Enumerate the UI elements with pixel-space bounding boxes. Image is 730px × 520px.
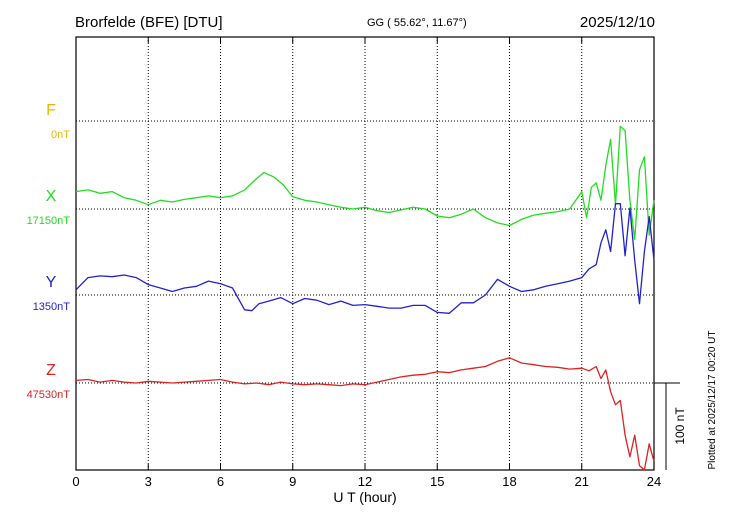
series-name-z: Z: [46, 362, 56, 379]
series-baseline-z: 47530nT: [27, 389, 71, 401]
geographic-coords: GG ( 55.62°, 11.67°): [367, 17, 467, 29]
x-tick-label: 18: [502, 474, 516, 489]
plot-date: 2025/12/10: [580, 14, 655, 31]
x-tick-label: 24: [647, 474, 661, 489]
x-tick-label: 0: [72, 474, 79, 489]
x-tick-label: 6: [217, 474, 224, 489]
series-line-y: [75, 203, 655, 314]
series-line-x: [75, 125, 655, 241]
x-tick-label: 9: [289, 474, 296, 489]
x-axis-ticks: 0 3 6 9 12 15 18 21 24: [72, 37, 661, 489]
series-baseline-f: 0nT: [51, 129, 70, 141]
series-name-f: F: [46, 102, 56, 119]
series-baseline-y: 1350nT: [33, 301, 71, 313]
grid: [76, 37, 654, 470]
scale-bar-label: 100 nT: [673, 407, 687, 445]
station-title: Brorfelde (BFE) [DTU]: [75, 14, 223, 31]
plotted-at-note: Plotted at 2025/12/17 00:20 UT: [707, 331, 718, 470]
series-name-x: X: [46, 188, 57, 205]
series-line-z: [75, 357, 655, 471]
scale-bar: 100 nT: [654, 382, 687, 470]
x-tick-label: 12: [358, 474, 372, 489]
x-axis-label: U T (hour): [333, 489, 396, 505]
x-tick-label: 21: [575, 474, 589, 489]
series-name-y: Y: [46, 274, 57, 291]
x-tick-label: 15: [430, 474, 444, 489]
series-labels: F 0nT X 17150nT Y 1350nT Z 47530nT: [27, 102, 71, 401]
x-tick-label: 3: [145, 474, 152, 489]
series-baseline-x: 17150nT: [27, 215, 71, 227]
series-lines: [75, 125, 655, 471]
